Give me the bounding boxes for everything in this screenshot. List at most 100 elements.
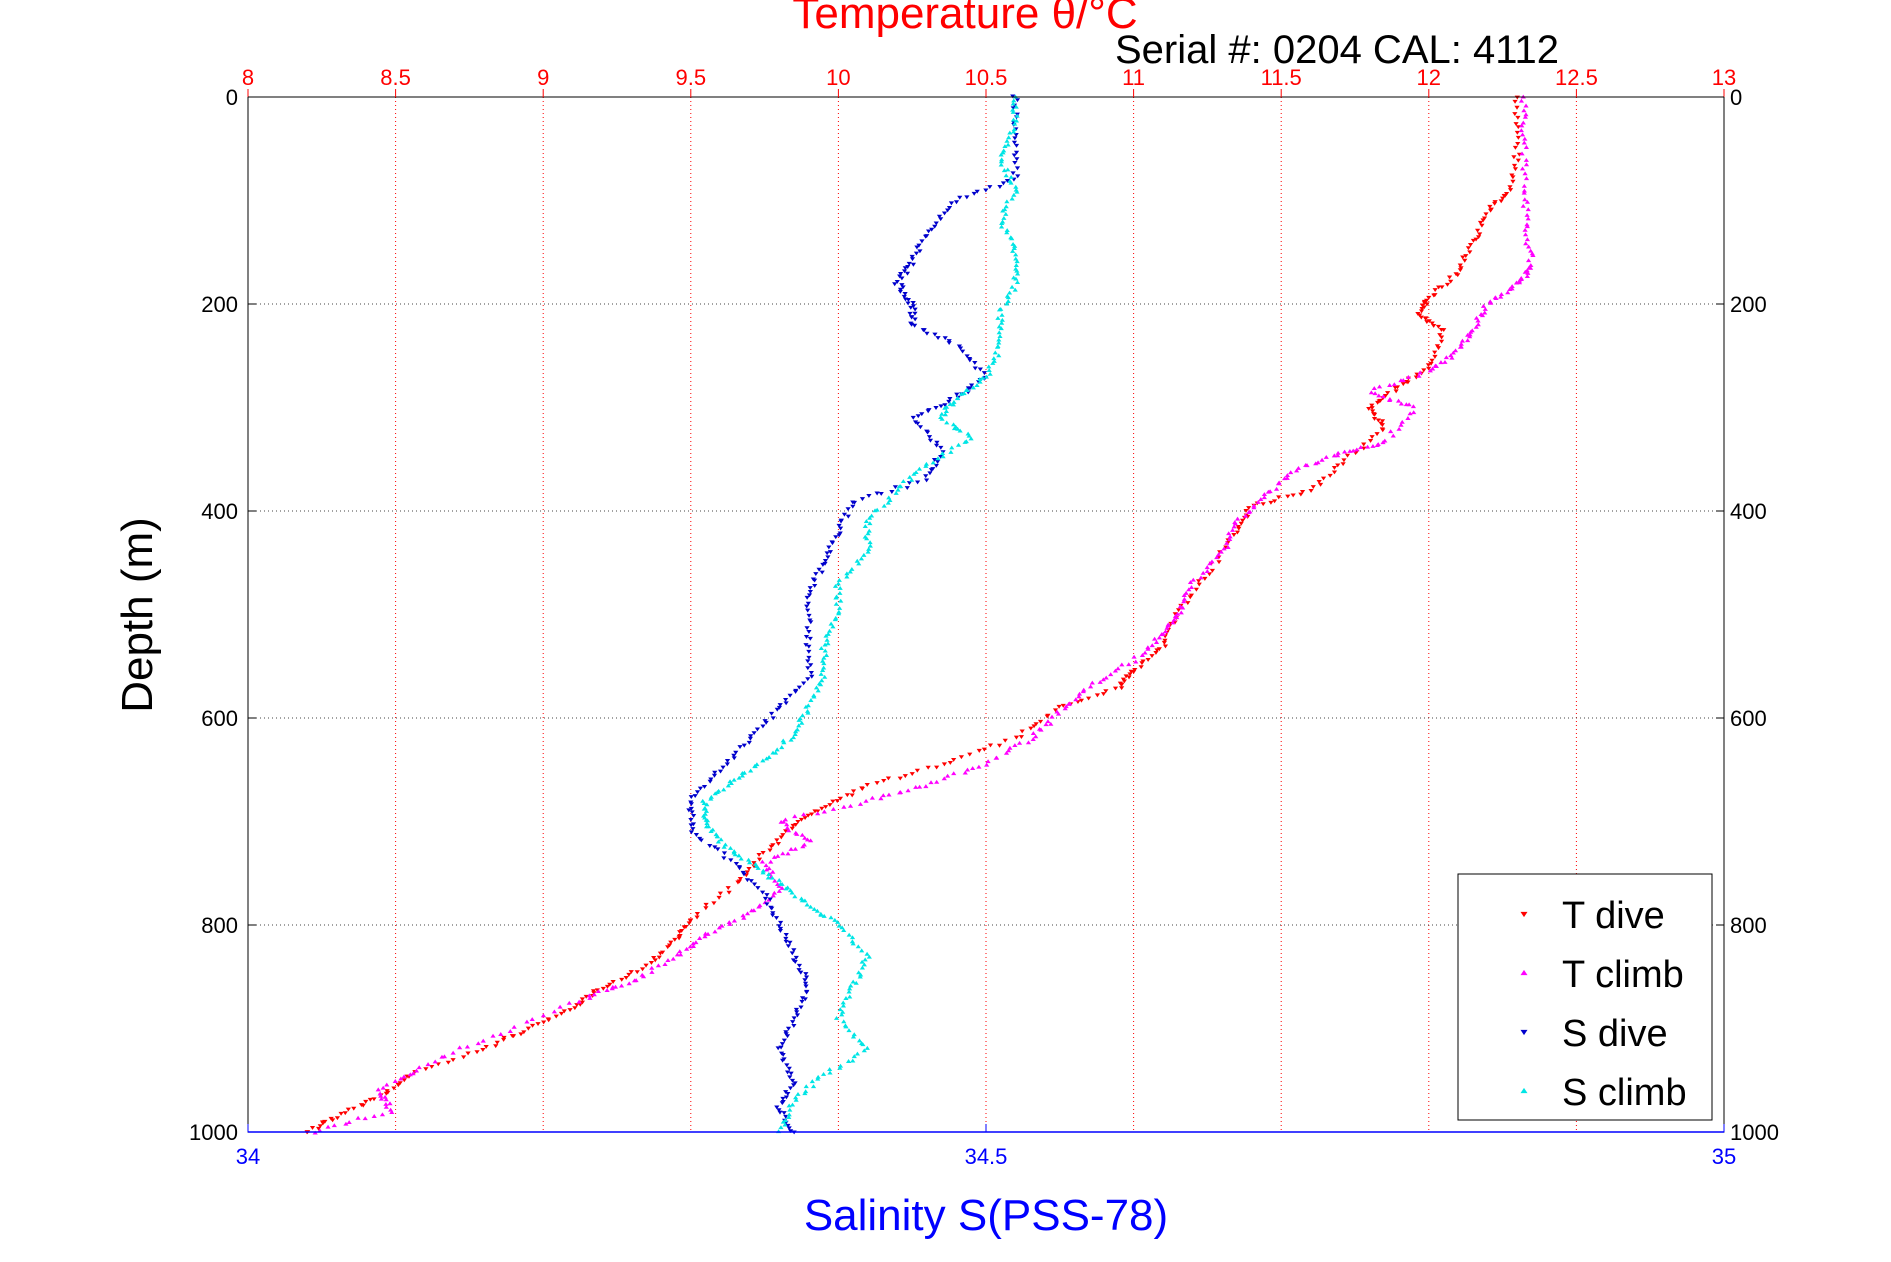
data-point xyxy=(1261,492,1267,496)
data-point xyxy=(850,789,857,794)
data-point xyxy=(790,823,796,828)
data-point xyxy=(996,353,1002,358)
data-point xyxy=(798,817,805,822)
data-point xyxy=(932,224,938,229)
temperature-tick-label: 9.5 xyxy=(676,65,707,90)
data-point xyxy=(802,816,808,820)
data-point xyxy=(806,629,812,634)
data-point xyxy=(850,504,856,509)
data-point xyxy=(802,835,808,840)
data-point xyxy=(1196,579,1202,584)
depth-tick-label-left: 600 xyxy=(201,706,238,731)
data-point xyxy=(1267,489,1273,494)
data-point xyxy=(1103,689,1109,694)
data-point xyxy=(309,1126,316,1130)
data-point xyxy=(1434,344,1441,349)
data-point xyxy=(1209,568,1216,573)
data-point xyxy=(1387,396,1393,401)
data-point xyxy=(826,628,833,633)
data-point xyxy=(511,1024,517,1029)
data-point xyxy=(704,821,710,826)
data-point xyxy=(787,1075,793,1080)
data-point xyxy=(677,930,683,935)
data-point xyxy=(1154,648,1160,653)
data-point xyxy=(991,358,997,363)
data-point xyxy=(710,827,716,832)
data-point xyxy=(792,894,798,899)
data-point xyxy=(794,1010,800,1015)
data-point xyxy=(587,996,593,1000)
data-point xyxy=(1462,258,1468,263)
data-point xyxy=(796,723,802,728)
data-point xyxy=(1457,268,1463,273)
data-point xyxy=(692,794,698,799)
data-point xyxy=(1073,697,1079,702)
data-point xyxy=(1505,290,1511,295)
data-point xyxy=(808,670,814,675)
data-point xyxy=(792,689,799,694)
data-point xyxy=(1423,317,1429,321)
data-point xyxy=(804,595,810,600)
data-point xyxy=(1418,309,1425,314)
data-point xyxy=(768,859,774,864)
data-point xyxy=(358,1103,365,1107)
data-point xyxy=(1221,546,1227,551)
data-point xyxy=(837,526,844,531)
data-point xyxy=(704,818,711,823)
data-point xyxy=(799,996,806,1001)
data-point xyxy=(981,747,987,752)
data-point xyxy=(769,875,775,880)
data-point xyxy=(780,738,786,743)
data-point xyxy=(951,758,957,762)
data-point xyxy=(1444,282,1451,287)
data-point xyxy=(1181,593,1187,597)
data-point xyxy=(861,962,867,967)
data-point xyxy=(793,955,799,960)
data-point xyxy=(825,555,831,560)
data-point xyxy=(1003,173,1009,178)
data-point xyxy=(966,433,972,438)
data-point xyxy=(1145,658,1151,662)
data-point xyxy=(1242,513,1249,518)
data-point xyxy=(401,1078,407,1083)
data-point xyxy=(813,685,820,690)
data-point xyxy=(1004,199,1010,204)
data-point xyxy=(687,919,693,924)
data-point xyxy=(943,409,950,414)
data-point xyxy=(1139,661,1145,666)
data-point xyxy=(1063,704,1069,709)
data-point xyxy=(764,867,770,872)
data-point xyxy=(1426,295,1432,300)
data-point xyxy=(1177,604,1183,609)
data-point xyxy=(838,598,844,603)
data-point xyxy=(837,605,843,610)
data-point xyxy=(849,935,856,940)
data-point xyxy=(848,983,854,988)
data-point xyxy=(707,844,713,848)
data-point xyxy=(813,572,819,577)
data-point xyxy=(345,1107,351,1112)
data-point xyxy=(815,1074,821,1079)
data-point xyxy=(725,783,731,788)
data-point xyxy=(1519,166,1526,171)
data-point xyxy=(869,795,875,800)
data-point xyxy=(901,269,908,274)
data-point xyxy=(784,825,790,830)
data-point xyxy=(1119,662,1125,667)
data-point xyxy=(1156,635,1163,640)
data-point xyxy=(1380,394,1386,399)
legend-label-s-climb: S climb xyxy=(1562,1072,1687,1114)
data-point xyxy=(1478,312,1484,316)
data-point xyxy=(836,609,842,614)
data-point xyxy=(1009,196,1015,201)
data-point xyxy=(384,1082,390,1087)
data-point xyxy=(905,301,911,306)
data-point xyxy=(815,688,821,693)
data-point xyxy=(737,745,743,749)
data-point xyxy=(410,1071,416,1076)
data-point xyxy=(1209,559,1215,564)
data-point xyxy=(878,796,884,801)
legend-label-t-dive: T dive xyxy=(1562,895,1665,937)
data-point xyxy=(864,782,870,787)
data-point xyxy=(546,1018,552,1023)
